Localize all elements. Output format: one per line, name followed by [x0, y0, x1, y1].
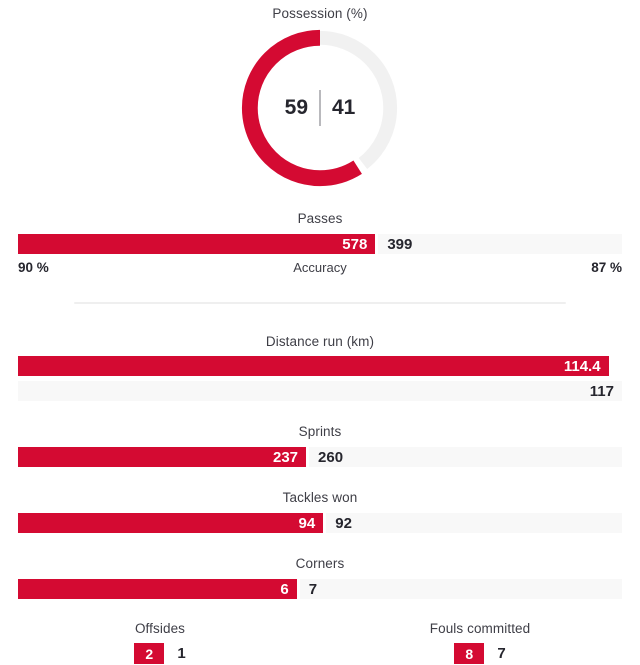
possession-home-value: 59: [284, 96, 308, 119]
tackles-track: 92: [326, 513, 622, 533]
passes-fill: 578: [18, 234, 376, 254]
passes-title: Passes: [297, 211, 343, 226]
tackles-away-value: 92: [335, 514, 352, 532]
passes-accuracy-row: 90 % Accuracy 87 %: [18, 260, 622, 275]
fouls-home-value: 8: [465, 645, 474, 662]
passes-away-accuracy: 87 %: [591, 260, 622, 275]
possession-title: Possession (%): [272, 6, 368, 21]
distance-home-bar: 114.4: [18, 356, 622, 376]
corners-track: 7: [299, 579, 622, 599]
passes-bar: 578 399: [18, 234, 622, 254]
fouls-committed-section: Fouls committed 8 7: [320, 621, 640, 664]
distance-run-title: Distance run (km): [265, 334, 375, 349]
possession-value-divider: [319, 90, 321, 126]
distance-away-fill: 117: [18, 381, 622, 401]
corners-home-value: 6: [280, 580, 289, 598]
possession-section: Possession (%) 59 41: [0, 0, 640, 192]
passes-away-value: 399: [387, 235, 413, 253]
offsides-values: 2 1: [0, 643, 320, 664]
distance-away-bar: 117: [18, 381, 622, 401]
offsides-home-box: 2: [134, 643, 165, 664]
passes-section: Passes 578 399 90 % Accuracy 87 %: [0, 211, 640, 275]
possession-donut-chart: [241, 29, 399, 187]
passes-accuracy-label: Accuracy: [293, 260, 347, 275]
tackles-won-title: Tackles won: [282, 490, 358, 505]
corners-away-value: 7: [308, 580, 318, 598]
offsides-away-value: 1: [177, 645, 186, 662]
corners-title: Corners: [295, 556, 345, 571]
distance-run-section: Distance run (km) 114.4 117: [0, 334, 640, 401]
sprints-fill: 237: [18, 447, 307, 467]
passes-home-value: 578: [342, 235, 368, 253]
passes-track: 399: [378, 234, 622, 254]
possession-values: 59 41: [236, 24, 404, 192]
mini-stats-row: Offsides 2 1 Fouls committed 8 7: [0, 621, 640, 664]
sprints-home-value: 237: [272, 448, 299, 466]
possession-donut: 59 41: [236, 24, 404, 192]
corners-section: Corners 6 7: [0, 556, 640, 599]
possession-away-value: 41: [332, 96, 356, 119]
tackles-fill: 94: [18, 513, 324, 533]
offsides-title: Offsides: [134, 621, 186, 636]
sprints-bar: 237 260: [18, 447, 622, 467]
sprints-title: Sprints: [298, 424, 342, 439]
tackles-won-bar: 94 92: [18, 513, 622, 533]
corners-bar: 6 7: [18, 579, 622, 599]
corners-fill: 6: [18, 579, 297, 599]
possession-home-arc: [241, 29, 399, 187]
tackles-won-section: Tackles won 94 92: [0, 490, 640, 533]
sprints-away-value: 260: [318, 448, 344, 466]
passes-home-accuracy: 90 %: [18, 260, 49, 275]
fouls-away-value: 7: [497, 645, 506, 662]
distance-away-value: 117: [589, 382, 614, 400]
section-divider: [74, 302, 566, 304]
offsides-section: Offsides 2 1: [0, 621, 320, 664]
sprints-section: Sprints 237 260: [0, 424, 640, 467]
offsides-home-value: 2: [145, 645, 154, 662]
fouls-committed-title: Fouls committed: [429, 621, 531, 636]
fouls-home-box: 8: [454, 643, 485, 664]
distance-home-value: 114.4: [563, 357, 601, 375]
sprints-track: 260: [309, 447, 622, 467]
tackles-home-value: 94: [298, 514, 316, 532]
fouls-committed-values: 8 7: [320, 643, 640, 664]
distance-home-fill: 114.4: [18, 356, 609, 376]
